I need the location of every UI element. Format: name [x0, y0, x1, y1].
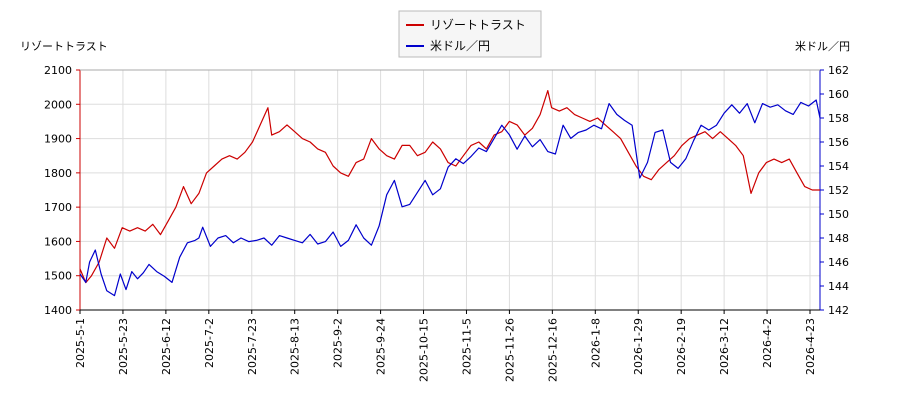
left-tick-label: 1600: [44, 235, 72, 248]
x-tick-label: 2026-4-2: [761, 318, 774, 368]
right-tick-label: 156: [828, 136, 849, 149]
right-tick-label: 162: [828, 64, 849, 77]
series-layer: [79, 89, 821, 297]
right-axis-ticks: 142 144 146 148 150 152 154 156 158 160 162: [820, 64, 849, 317]
x-tick-label: 2026-2-19: [675, 318, 688, 375]
left-tick-label: 1400: [44, 304, 72, 317]
x-tick-label: 2025-11-26: [503, 318, 516, 382]
x-tick-label: 2025-8-13: [289, 318, 302, 375]
grid: [79, 69, 820, 311]
right-tick-label: 148: [828, 232, 849, 245]
left-tick-label: 1700: [44, 201, 72, 214]
plot-frame: [79, 69, 821, 311]
left-axis-ticks: 1400 1500 1600 1700 1800 1900 2000 2100: [44, 64, 80, 317]
x-tick-label: 2025-10-15: [418, 318, 431, 382]
right-tick-label: 142: [828, 304, 849, 317]
legend-label-usdjpy: 米ドル／円: [430, 39, 490, 53]
series-line-resorttrust: [79, 89, 820, 284]
x-tick-label: 2025-6-12: [160, 318, 173, 375]
right-tick-label: 154: [828, 160, 849, 173]
left-tick-label: 2100: [44, 64, 72, 77]
right-axis-label: 米ドル／円: [795, 40, 850, 53]
left-tick-label: 1500: [44, 270, 72, 283]
x-tick-label: 2025-11-5: [460, 318, 473, 375]
right-tick-label: 160: [828, 88, 849, 101]
left-axis-label: リゾートトラスト: [20, 40, 108, 53]
left-tick-label: 1900: [44, 133, 72, 146]
x-tick-label: 2025-7-2: [203, 318, 216, 368]
x-tick-label: 2026-1-29: [632, 318, 645, 375]
left-tick-label: 1800: [44, 167, 72, 180]
x-tick-label: 2025-9-24: [375, 318, 388, 375]
right-tick-label: 144: [828, 280, 849, 293]
legend-box: [398, 10, 542, 58]
x-tick-label: 2025-7-23: [246, 318, 259, 375]
series-line-usdjpy: [79, 99, 821, 297]
left-tick-label: 2000: [44, 98, 72, 111]
x-tick-label: 2025-9-2: [332, 318, 345, 368]
legend-label-resorttrust: リゾートトラスト: [430, 18, 526, 32]
x-tick-label: 2026-3-12: [718, 318, 731, 375]
x-tick-label: 2025-12-16: [546, 318, 559, 382]
legend: リゾートトラスト 米ドル／円: [398, 10, 542, 58]
x-tick-label: 2026-1-8: [589, 318, 602, 368]
x-axis-ticks: 2025-5-1 2025-5-23 2025-6-12 2025-7-2 2025-7…: [74, 310, 817, 382]
right-tick-label: 150: [828, 208, 849, 221]
right-tick-label: 158: [828, 112, 849, 125]
right-tick-label: 152: [828, 184, 849, 197]
right-tick-label: 146: [828, 256, 849, 269]
x-tick-label: 2025-5-1: [74, 318, 87, 368]
x-tick-label: 2026-4-23: [804, 318, 817, 375]
x-tick-label: 2025-5-23: [117, 318, 130, 375]
